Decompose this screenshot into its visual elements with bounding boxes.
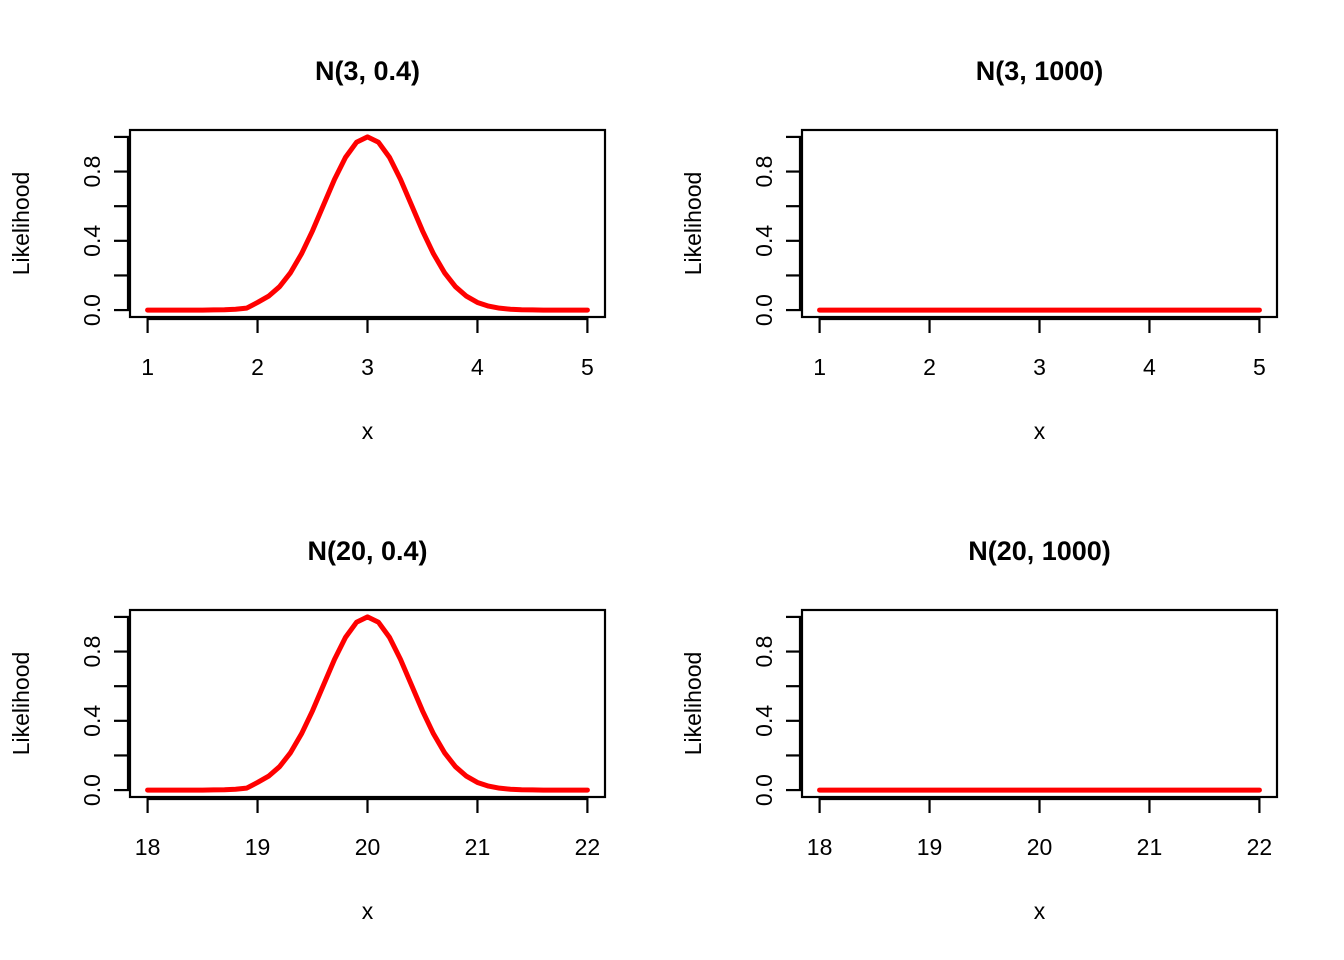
y-axis-label: Likelihood	[8, 652, 34, 756]
y-tick-label: 0.8	[751, 636, 777, 668]
panel-top-right: N(3, 1000) 1 2 3 4 5 0.0 0.4 0.8 x Likelihood	[680, 56, 1279, 444]
y-tick-label: 0.4	[79, 225, 105, 257]
panel-bottom-right: N(20, 1000) 18 19 20 21 22 0.0 0.4 0.8 x Likelihoo…	[680, 536, 1279, 924]
chart-title: N(3, 1000)	[976, 56, 1104, 86]
y-axis-label: Likelihood	[680, 652, 706, 756]
x-tick-label: 4	[1143, 354, 1156, 380]
x-tick-label: 22	[1247, 834, 1273, 860]
chart-title: N(3, 0.4)	[315, 56, 420, 86]
series-line-likelihood	[145, 134, 590, 313]
y-axis-label: Likelihood	[680, 172, 706, 276]
x-axis-label: x	[1034, 418, 1046, 444]
x-axis-label: x	[362, 418, 374, 444]
x-tick-label: 18	[135, 834, 161, 860]
x-tick-label: 1	[141, 354, 154, 380]
x-tick-label: 1	[813, 354, 826, 380]
panel-top-left: N(3, 0.4) 1 2 3 4 5 0.0 0.4 0.8 x Likelihood	[8, 56, 607, 444]
y-axis-label: Likelihood	[8, 172, 34, 276]
x-tick-label: 5	[1253, 354, 1266, 380]
y-tick-label: 0.4	[751, 705, 777, 737]
x-tick-label: 20	[1027, 834, 1053, 860]
x-tick-label: 5	[581, 354, 594, 380]
x-axis-label: x	[362, 898, 374, 924]
panel-bottom-left: N(20, 0.4) 18 19 20 21 22 0.0 0.4 0.8 x Likelihood	[8, 536, 607, 924]
y-tick-label: 0.8	[751, 156, 777, 188]
x-tick-label: 3	[1033, 354, 1046, 380]
y-tick-label: 0.4	[751, 225, 777, 257]
y-tick-label: 0.0	[79, 294, 105, 326]
chart-title: N(20, 0.4)	[307, 536, 427, 566]
x-tick-label: 2	[251, 354, 264, 380]
y-tick-label: 0.8	[79, 636, 105, 668]
y-tick-label: 0.8	[79, 156, 105, 188]
x-axis-label: x	[1034, 898, 1046, 924]
chart-title: N(20, 1000)	[968, 536, 1111, 566]
y-tick-label: 0.4	[79, 705, 105, 737]
series-line-likelihood	[145, 614, 590, 793]
x-tick-label: 18	[807, 834, 833, 860]
x-tick-label: 22	[575, 834, 601, 860]
x-tick-label: 19	[917, 834, 943, 860]
y-tick-label: 0.0	[79, 774, 105, 806]
y-tick-label: 0.0	[751, 294, 777, 326]
x-tick-label: 4	[471, 354, 484, 380]
x-tick-label: 2	[923, 354, 936, 380]
x-tick-label: 20	[355, 834, 381, 860]
x-tick-label: 3	[361, 354, 374, 380]
y-tick-label: 0.0	[751, 774, 777, 806]
x-tick-label: 21	[1137, 834, 1163, 860]
x-tick-label: 21	[465, 834, 491, 860]
x-tick-label: 19	[245, 834, 271, 860]
